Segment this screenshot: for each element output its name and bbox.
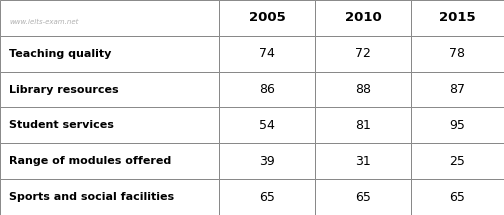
- Bar: [0, 179, 219, 215]
- Bar: [0, 143, 219, 179]
- Bar: [219, 72, 315, 108]
- Text: 65: 65: [259, 190, 275, 204]
- Bar: [315, 36, 411, 72]
- Text: 54: 54: [259, 119, 275, 132]
- Bar: [219, 0, 315, 36]
- Text: 72: 72: [355, 47, 371, 60]
- Bar: [219, 36, 315, 72]
- Text: 78: 78: [450, 47, 465, 60]
- Text: www.ielts-exam.net: www.ielts-exam.net: [9, 19, 79, 25]
- Bar: [411, 179, 504, 215]
- Bar: [315, 179, 411, 215]
- Bar: [219, 143, 315, 179]
- Text: 2010: 2010: [345, 11, 381, 25]
- Text: 74: 74: [259, 47, 275, 60]
- Text: 2005: 2005: [249, 11, 285, 25]
- Text: 65: 65: [450, 190, 465, 204]
- Text: 88: 88: [355, 83, 371, 96]
- Text: 86: 86: [259, 83, 275, 96]
- Text: 95: 95: [450, 119, 465, 132]
- Bar: [0, 0, 219, 36]
- Text: 81: 81: [355, 119, 371, 132]
- Bar: [0, 36, 219, 72]
- Bar: [411, 0, 504, 36]
- Text: Student services: Student services: [9, 120, 114, 131]
- Bar: [0, 72, 219, 108]
- Text: Range of modules offered: Range of modules offered: [9, 156, 171, 166]
- Bar: [411, 108, 504, 143]
- Text: 65: 65: [355, 190, 371, 204]
- Text: Library resources: Library resources: [9, 84, 119, 95]
- Text: 25: 25: [450, 155, 465, 168]
- Bar: [411, 143, 504, 179]
- Text: 2015: 2015: [439, 11, 476, 25]
- Text: 87: 87: [450, 83, 465, 96]
- Bar: [0, 108, 219, 143]
- Text: Sports and social facilities: Sports and social facilities: [9, 192, 174, 202]
- Bar: [315, 108, 411, 143]
- Bar: [315, 72, 411, 108]
- Text: Teaching quality: Teaching quality: [9, 49, 111, 59]
- Text: 31: 31: [355, 155, 371, 168]
- Bar: [219, 179, 315, 215]
- Text: 39: 39: [259, 155, 275, 168]
- Bar: [219, 108, 315, 143]
- Bar: [315, 0, 411, 36]
- Bar: [411, 72, 504, 108]
- Bar: [411, 36, 504, 72]
- Bar: [315, 143, 411, 179]
